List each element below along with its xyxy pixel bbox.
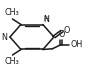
Text: OH: OH: [70, 40, 82, 49]
Text: H: H: [43, 16, 48, 22]
Text: N: N: [2, 32, 7, 42]
Text: O: O: [63, 26, 69, 35]
Text: CH₃: CH₃: [4, 8, 19, 17]
Text: N: N: [43, 15, 49, 24]
Text: CH₃: CH₃: [4, 57, 19, 66]
Text: O: O: [58, 30, 64, 39]
